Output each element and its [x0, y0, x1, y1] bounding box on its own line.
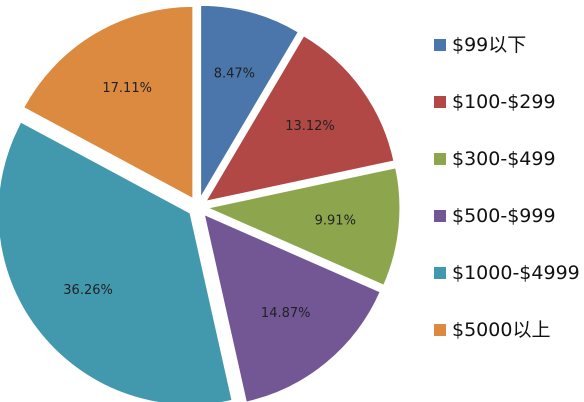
legend-item-6: $5000以上 [434, 319, 550, 341]
slice-label-3: 9.91% [315, 213, 356, 228]
slice-label-5: 36.26% [63, 283, 113, 298]
legend-swatch-2 [434, 96, 446, 108]
legend-label-3: $300-$499 [452, 148, 556, 170]
pie-slice-1 [200, 4, 299, 200]
pie-slice-3 [206, 167, 401, 286]
slice-label-2: 13.12% [285, 119, 335, 134]
slice-label-4: 14.87% [261, 306, 311, 321]
legend-swatch-1 [434, 39, 446, 51]
slice-labels: 8.47% 13.12% 9.91% 14.87% 36.26% 17.11% [63, 66, 356, 321]
legend-item-4: $500-$999 [434, 205, 556, 227]
legend-item-1: $99以下 [434, 34, 526, 56]
legend-label-5: $1000-$4999 [452, 262, 580, 284]
pie-slices [0, 4, 401, 402]
slice-label-1: 8.47% [214, 66, 255, 81]
legend-swatch-3 [434, 153, 446, 165]
slice-label-6: 17.11% [102, 81, 152, 96]
legend-label-6: $5000以上 [452, 319, 550, 341]
legend-label-1: $99以下 [452, 34, 526, 56]
legend: $99以下 $100-$299 $300-$499 $500-$999 $1000-$4… [434, 34, 580, 341]
legend-swatch-6 [434, 324, 446, 336]
legend-label-4: $500-$999 [452, 205, 556, 227]
legend-label-2: $100-$299 [452, 91, 556, 113]
legend-item-5: $1000-$4999 [434, 262, 580, 284]
legend-item-2: $100-$299 [434, 91, 556, 113]
pie-slice-5 [0, 121, 233, 402]
pie-slice-4 [203, 213, 381, 402]
pie-slice-6 [23, 5, 194, 200]
legend-item-3: $300-$499 [434, 148, 556, 170]
pie-slice-2 [205, 35, 395, 202]
legend-swatch-5 [434, 267, 446, 279]
legend-swatch-4 [434, 210, 446, 222]
